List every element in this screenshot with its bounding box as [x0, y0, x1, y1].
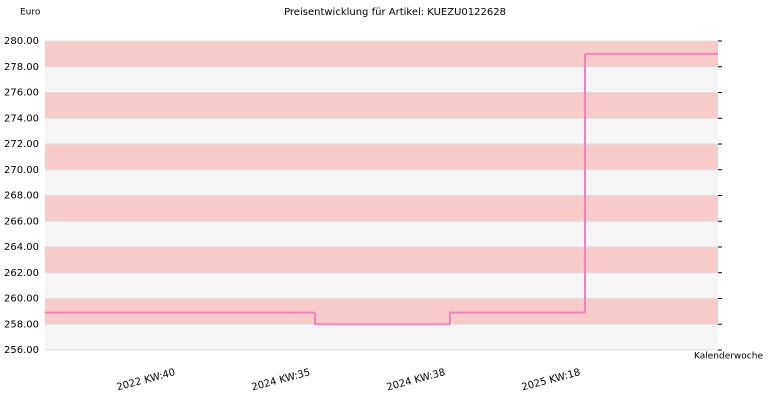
plot-band [45, 272, 718, 299]
plot-band [45, 298, 718, 325]
plot-band [45, 247, 718, 273]
y-tick-label: 272.00 [4, 139, 39, 150]
plot-band [45, 169, 718, 196]
plot-band [45, 221, 718, 247]
y-tick-label: 258.00 [4, 319, 39, 330]
plot-band [45, 195, 718, 222]
y-tick-label: 268.00 [4, 191, 39, 202]
y-tick-label: 264.00 [4, 242, 39, 253]
chart-title: Preisentwicklung für Artikel: KUEZU01226… [284, 7, 506, 18]
y-tick-label: 274.00 [4, 113, 39, 124]
x-axis-label: Kalenderwoche [694, 352, 763, 362]
plot-band [45, 144, 718, 170]
plot-band [45, 66, 718, 93]
y-tick-label: 262.00 [4, 268, 39, 279]
y-tick-label: 256.00 [4, 345, 39, 356]
x-tick-label: 2024 KW:35 [251, 367, 312, 393]
x-tick-label: 2024 KW:38 [386, 367, 447, 393]
x-tick-label: 2025 KW:18 [521, 367, 582, 393]
y-tick-label: 260.00 [4, 294, 39, 305]
y-tick-label: 276.00 [4, 88, 39, 99]
y-axis-label: Euro [20, 8, 41, 18]
plot-band [45, 324, 718, 350]
y-tick-label: 280.00 [4, 36, 39, 47]
plot-band [45, 118, 718, 144]
x-tick-label: 2022 KW:40 [116, 367, 177, 393]
y-tick-label: 270.00 [4, 165, 39, 176]
plot-band [45, 92, 718, 119]
y-tick-label: 266.00 [4, 216, 39, 227]
y-tick-label: 278.00 [4, 62, 39, 73]
